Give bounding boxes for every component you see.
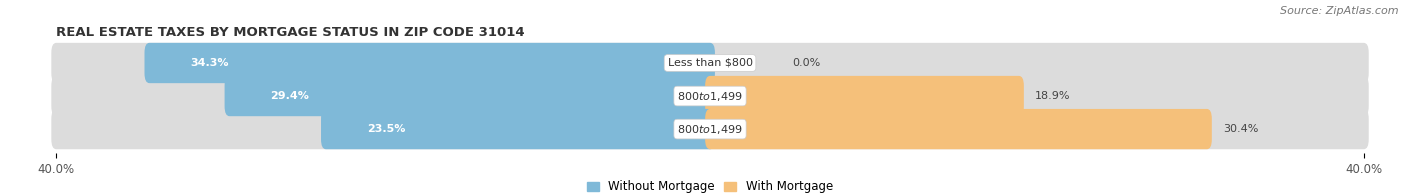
Text: 0.0%: 0.0% <box>792 58 820 68</box>
FancyBboxPatch shape <box>145 43 714 83</box>
FancyBboxPatch shape <box>225 76 714 116</box>
Text: 23.5%: 23.5% <box>367 124 405 134</box>
FancyBboxPatch shape <box>706 109 1212 149</box>
Text: 34.3%: 34.3% <box>190 58 229 68</box>
FancyBboxPatch shape <box>52 109 1368 149</box>
FancyBboxPatch shape <box>52 76 1368 116</box>
Text: REAL ESTATE TAXES BY MORTGAGE STATUS IN ZIP CODE 31014: REAL ESTATE TAXES BY MORTGAGE STATUS IN … <box>56 26 524 39</box>
Text: 18.9%: 18.9% <box>1035 91 1071 101</box>
FancyBboxPatch shape <box>706 76 1024 116</box>
Text: 30.4%: 30.4% <box>1223 124 1258 134</box>
Text: Less than $800: Less than $800 <box>668 58 752 68</box>
Legend: Without Mortgage, With Mortgage: Without Mortgage, With Mortgage <box>582 176 838 196</box>
Text: Source: ZipAtlas.com: Source: ZipAtlas.com <box>1281 6 1399 16</box>
Text: $800 to $1,499: $800 to $1,499 <box>678 90 742 103</box>
Text: $800 to $1,499: $800 to $1,499 <box>678 122 742 136</box>
Text: 29.4%: 29.4% <box>270 91 309 101</box>
FancyBboxPatch shape <box>52 43 1368 83</box>
FancyBboxPatch shape <box>321 109 714 149</box>
